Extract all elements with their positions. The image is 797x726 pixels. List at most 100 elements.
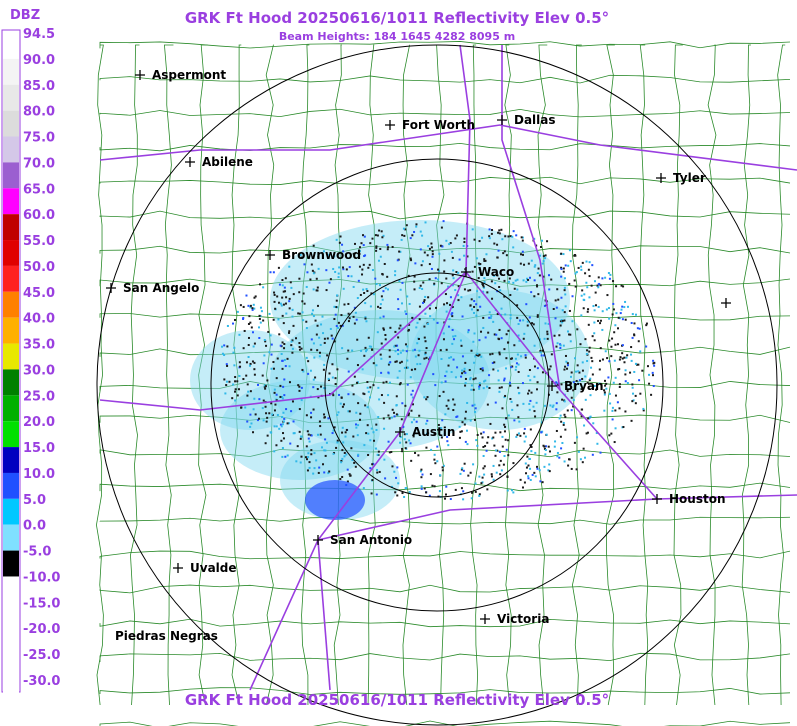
- echo-pixel: [421, 234, 424, 237]
- echo-pixel: [577, 450, 580, 453]
- echo-pixel: [507, 329, 510, 332]
- echo-pixel: [492, 478, 495, 481]
- echo-pixel: [312, 272, 315, 275]
- echo-pixel: [390, 450, 393, 453]
- echo-pixel: [546, 333, 549, 336]
- echo-pixel: [566, 409, 569, 412]
- echo-pixel: [277, 318, 280, 321]
- echo-pixel: [334, 377, 337, 380]
- echo-pixel: [478, 240, 481, 243]
- echo-pixel: [534, 451, 537, 454]
- echo-pixel: [584, 272, 587, 275]
- echo-pixel: [361, 268, 364, 271]
- echo-pixel: [244, 406, 247, 409]
- echo-pixel: [544, 322, 547, 325]
- echo-pixel: [558, 456, 561, 459]
- echo-pixel: [316, 324, 319, 327]
- echo-pixel: [396, 466, 399, 469]
- echo-pixel: [570, 371, 573, 374]
- echo-pixel: [288, 265, 291, 268]
- echo-pixel: [563, 460, 566, 463]
- echo-pixel: [452, 358, 455, 361]
- echo-pixel: [550, 278, 553, 281]
- legend-label: -25.0: [23, 648, 60, 663]
- echo-pixel: [523, 427, 526, 430]
- echo-pixel: [378, 284, 381, 287]
- echo-pixel: [359, 418, 362, 421]
- echo-pixel: [281, 279, 284, 282]
- echo-pixel: [401, 450, 404, 453]
- echo-pixel: [382, 327, 385, 330]
- legend-label: 85.0: [23, 79, 55, 94]
- echo-pixel: [515, 234, 518, 237]
- echo-pixel: [593, 309, 596, 312]
- echo: [220, 380, 380, 480]
- echo-pixel: [478, 353, 481, 356]
- echo-pixel: [424, 312, 427, 315]
- city-label: Bryan: [564, 379, 604, 393]
- echo-pixel: [580, 314, 583, 317]
- legend-swatch: [3, 654, 19, 680]
- echo-pixel: [339, 402, 342, 405]
- echo-pixel: [500, 228, 503, 231]
- echo-pixel: [569, 383, 572, 386]
- echo-pixel: [432, 318, 435, 321]
- echo-pixel: [358, 265, 361, 268]
- echo-pixel: [564, 264, 567, 267]
- echo-pixel: [625, 356, 628, 359]
- echo-pixel: [437, 278, 440, 281]
- echo-pixel: [595, 388, 598, 391]
- echo-pixel: [652, 359, 655, 362]
- echo-pixel: [448, 318, 451, 321]
- echo-pixel: [383, 401, 386, 404]
- echo-pixel: [608, 360, 611, 363]
- echo-pixel: [519, 434, 522, 437]
- echo-pixel: [328, 372, 331, 375]
- echo-pixel: [645, 345, 648, 348]
- echo-pixel: [352, 252, 355, 255]
- echo-pixel: [221, 352, 224, 355]
- echo-pixel: [547, 322, 550, 325]
- echo-pixel: [420, 264, 423, 267]
- echo-pixel: [599, 451, 602, 454]
- echo-pixel: [610, 432, 613, 435]
- echo-pixel: [586, 360, 589, 363]
- echo-pixel: [310, 453, 313, 456]
- echo-pixel: [234, 399, 237, 402]
- echo-pixel: [399, 436, 402, 439]
- echo-pixel: [491, 229, 494, 232]
- echo-pixel: [434, 306, 437, 309]
- echo-pixel: [419, 362, 422, 365]
- echo-pixel: [388, 355, 391, 358]
- echo-pixel: [534, 415, 537, 418]
- echo-pixel: [323, 337, 326, 340]
- echo-pixel: [492, 436, 495, 439]
- echo-pixel: [614, 409, 617, 412]
- echo-pixel: [298, 345, 301, 348]
- echo-pixel: [548, 463, 551, 466]
- echo-pixel: [387, 363, 390, 366]
- echo-pixel: [593, 339, 596, 342]
- county-line: [99, 414, 791, 424]
- echo-pixel: [479, 367, 482, 370]
- echo-pixel: [267, 330, 270, 333]
- echo-pixel: [470, 497, 473, 500]
- echo-pixel: [346, 480, 349, 483]
- echo-pixel: [322, 332, 325, 335]
- echo-pixel: [617, 316, 620, 319]
- legend-label: -10.0: [23, 570, 60, 585]
- echo-pixel: [556, 384, 559, 387]
- echo-pixel: [599, 347, 602, 350]
- echo-pixel: [353, 322, 356, 325]
- echo-pixel: [599, 359, 602, 362]
- echo-pixel: [291, 308, 294, 311]
- echo-pixel: [423, 487, 426, 490]
- echo-pixel: [586, 349, 589, 352]
- echo-pixel: [347, 393, 350, 396]
- echo-pixel: [224, 392, 227, 395]
- echo-pixel: [369, 305, 372, 308]
- echo-pixel: [238, 361, 241, 364]
- echo-pixel: [282, 385, 285, 388]
- county-line: [470, 44, 479, 706]
- echo-pixel: [605, 382, 608, 385]
